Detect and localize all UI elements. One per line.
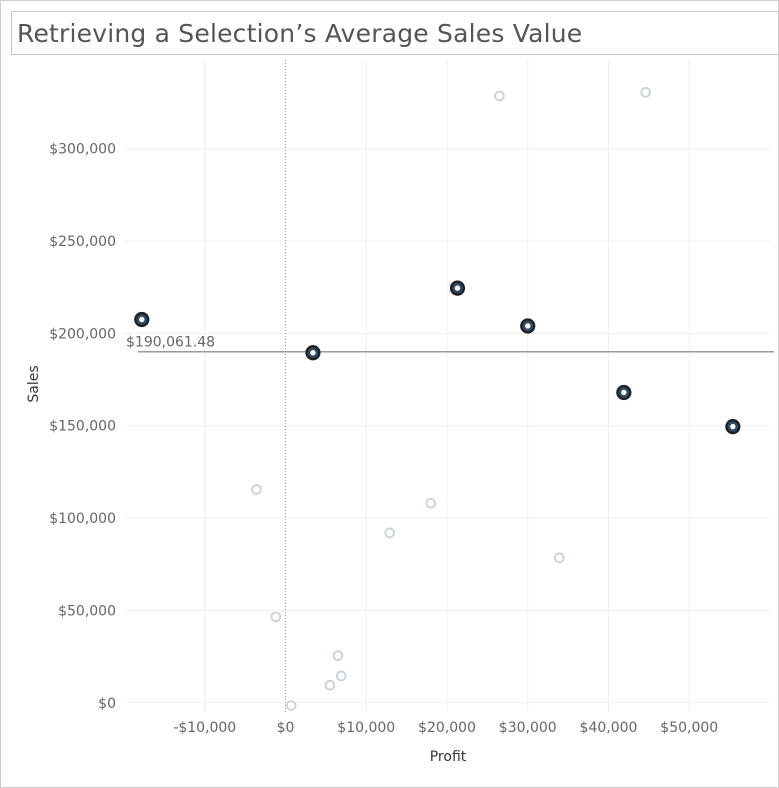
x-axis-ticks: -$10,000 $0 $10,000 $20,000 $30,000 $40,000 $5… [173, 720, 718, 736]
y-tick-label: $250,000 [49, 234, 116, 250]
x-tick-label: $40,000 [580, 720, 638, 736]
data-point[interactable] [494, 90, 505, 102]
data-point-selected-inner [136, 314, 148, 325]
y-tick-label: $300,000 [49, 142, 116, 158]
x-tick-label: $50,000 [660, 720, 718, 736]
data-point[interactable] [425, 497, 437, 509]
data-point[interactable] [270, 611, 282, 623]
x-axis-title: Profit [430, 749, 467, 765]
y-axis-ticks: $0 $50,000 $100,000 $150,000 $200,000 $250,00… [49, 142, 116, 712]
y-tick-label: $200,000 [49, 326, 116, 342]
data-point[interactable] [324, 679, 336, 691]
data-point-selected-inner [307, 347, 319, 359]
x-tick-label: $30,000 [499, 720, 557, 736]
y-tick-label: $100,000 [49, 511, 116, 527]
data-point-selected-inner [452, 282, 463, 294]
page-title: Retrieving a Selection’s Average Sales V… [17, 19, 583, 48]
y-tick-label: $150,000 [49, 419, 116, 435]
data-point-selected-inner [618, 387, 630, 398]
y-tick-label: $50,000 [58, 603, 116, 619]
data-point-selected-inner [727, 421, 739, 432]
grid [124, 60, 770, 712]
y-tick-label: $0 [98, 696, 116, 712]
data-point[interactable] [251, 484, 262, 495]
x-tick-label: $20,000 [418, 720, 476, 736]
data-point[interactable] [332, 650, 344, 661]
reference-line-group: $190,061.48 [126, 335, 774, 353]
data-point[interactable] [384, 527, 395, 539]
data-points[interactable] [134, 87, 741, 711]
data-point[interactable] [335, 670, 347, 682]
x-tick-label: $0 [277, 720, 295, 736]
data-point[interactable] [553, 552, 565, 564]
data-point[interactable] [640, 87, 651, 98]
title-box: Retrieving a Selection’s Average Sales V… [11, 11, 779, 55]
x-tick-label: $10,000 [337, 720, 395, 736]
data-point-selected-inner [522, 320, 534, 332]
data-point[interactable] [285, 700, 297, 711]
x-tick-label: -$10,000 [173, 720, 236, 736]
reference-line-label: $190,061.48 [126, 335, 215, 351]
y-axis-title: Sales [26, 365, 42, 402]
